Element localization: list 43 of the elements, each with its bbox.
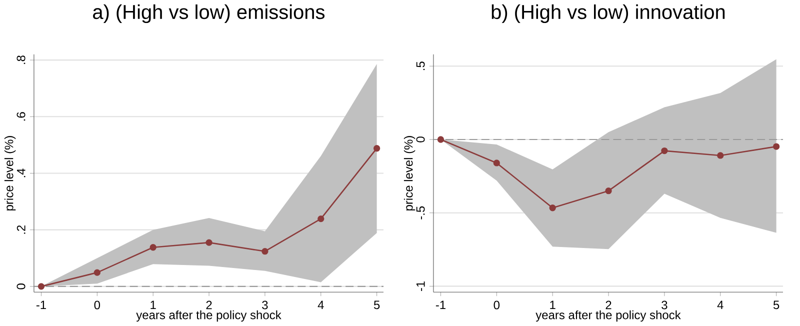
chart-title: a) (High vs low) emissions <box>93 4 324 24</box>
point <box>94 269 100 276</box>
point <box>772 143 780 150</box>
y-tick-label: 0 <box>16 284 26 290</box>
point <box>437 136 444 143</box>
y-tick-label: .5 <box>416 62 425 70</box>
x-tick-label: 1 <box>550 300 556 310</box>
point <box>549 204 556 212</box>
point <box>206 239 212 246</box>
x-tick-label: -1 <box>436 300 446 310</box>
y-tick-label: .6 <box>16 112 26 121</box>
y-tick-label: .2 <box>16 225 26 234</box>
x-tick-label: 0 <box>494 300 500 310</box>
x-axis-title: years after the policy shock <box>136 310 282 322</box>
y-tick-label: -1 <box>416 281 425 291</box>
point <box>38 283 45 290</box>
x-tick-label: 5 <box>374 300 380 310</box>
point <box>717 152 724 159</box>
y-axis-title: price level (%) <box>4 136 16 210</box>
y-axis-title: price level (%) <box>404 136 416 210</box>
chart-title: b) (High vs low) innovation <box>492 4 725 24</box>
point <box>150 244 156 251</box>
y-tick-label: -.5 <box>416 206 425 220</box>
point <box>661 147 668 154</box>
x-tick-label: 5 <box>773 300 780 310</box>
x-tick-label: 3 <box>262 300 268 310</box>
point <box>262 248 268 255</box>
x-tick-label: 2 <box>206 300 212 310</box>
point <box>318 215 324 222</box>
x-tick-label: -1 <box>36 300 46 310</box>
y-tick-label: 0 <box>416 136 425 142</box>
x-axis-title: years after the policy shock <box>536 310 681 322</box>
y-tick-label: .8 <box>16 56 26 64</box>
y-tick-label: .4 <box>17 168 26 178</box>
x-tick-label: 1 <box>150 300 156 310</box>
x-tick-label: 0 <box>94 300 100 310</box>
x-tick-label: 4 <box>717 300 724 310</box>
x-tick-label: 4 <box>318 300 324 310</box>
x-tick-label: 2 <box>606 300 612 310</box>
point <box>493 160 500 166</box>
point <box>373 145 380 152</box>
x-tick-label: 3 <box>662 300 668 310</box>
point <box>605 188 612 194</box>
